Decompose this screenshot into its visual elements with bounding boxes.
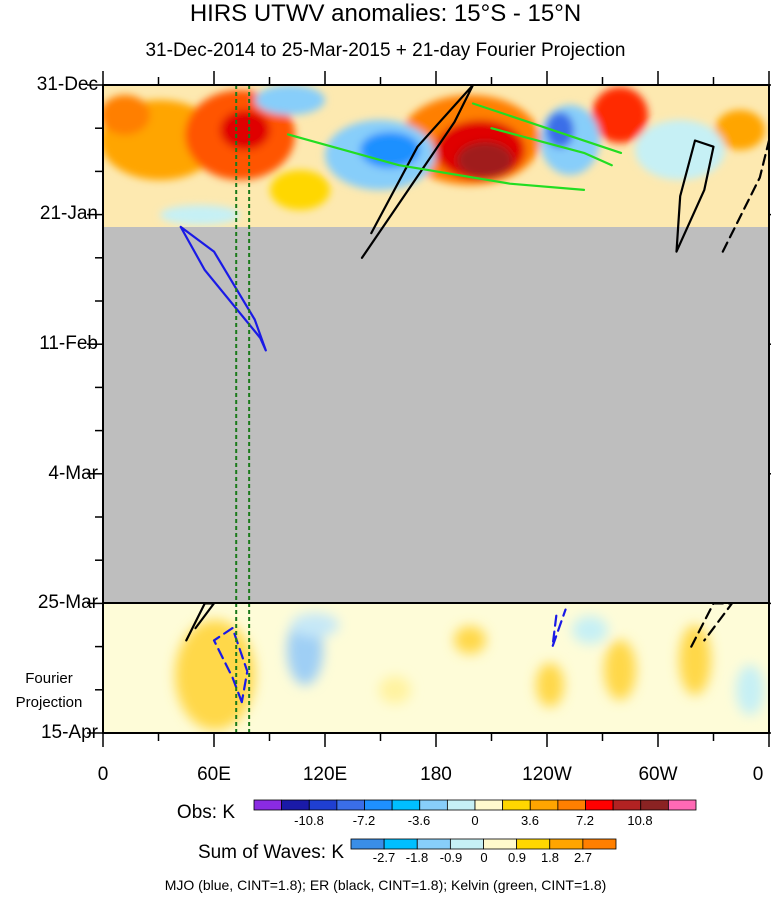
proj-warm-patch (604, 640, 636, 700)
waves-colorbar-label: Sum of Waves: K (197, 842, 344, 863)
obs-colorbar-tick: -3.6 (407, 813, 431, 828)
proj-warm-patch (175, 620, 255, 730)
y-tick-label: 31-Dec (36, 74, 98, 95)
proj-warm-patch (454, 626, 486, 654)
x-tick-label: 0 (752, 764, 764, 785)
chart-subtitle: 31-Dec-2014 to 25-Mar-2015 + 21-day Four… (145, 40, 626, 61)
waves-colorbar-tick: 0 (480, 850, 488, 865)
proj-cool-patch (736, 665, 764, 715)
x-tick-label: 120E (302, 764, 348, 785)
obs-colorbar-tick: 7.2 (575, 813, 595, 828)
x-tick-label: 60E (197, 764, 231, 785)
obs-warm-patch (220, 110, 270, 150)
proj-cool-patch (291, 613, 339, 637)
obs-colorbar-tick: 3.6 (520, 813, 540, 828)
waves-colorbar-tick: -0.9 (439, 850, 463, 865)
waves-colorbar-tick: -2.7 (372, 850, 396, 865)
kelvin-contour (471, 102, 623, 154)
proj-cool-patch (572, 616, 608, 644)
waves-colorbar-tick: 0.9 (507, 850, 527, 865)
y-tick-label: 15-Apr (40, 722, 98, 743)
mjo-contour (212, 627, 249, 704)
obs-cool-patch (635, 120, 725, 180)
obs-anomaly-field (103, 85, 765, 225)
waves-colorbar-tick: -1.8 (405, 850, 429, 865)
obs-colorbar-tick: -7.2 (352, 813, 376, 828)
obs-warm-patch (270, 170, 330, 210)
er-contour (675, 139, 715, 253)
projection-label: Projection (15, 694, 83, 711)
obs-colorbar-tick: -10.8 (294, 813, 324, 828)
obs-warm-patch (103, 95, 150, 135)
proj-warm-patch (536, 663, 564, 707)
projection-anomaly-field (175, 613, 764, 730)
proj-warm-patch (679, 625, 711, 695)
obs-colorbar-label: Obs: K (176, 802, 235, 823)
wave-contours (179, 85, 769, 704)
obs-colorbar-tick: 10.8 (627, 813, 653, 828)
x-tick-label: 60W (638, 764, 678, 785)
x-tick-label: 120W (522, 764, 572, 785)
fourier-label: Fourier (25, 670, 73, 687)
x-tick-label: 180 (420, 764, 452, 785)
waves-colorbar-tick: 2.7 (573, 850, 593, 865)
er-contour (360, 85, 475, 259)
missing-data-region (103, 227, 769, 603)
reference-longitudes (235, 85, 251, 733)
mjo-contour (179, 225, 267, 352)
obs-cool-patch (160, 205, 240, 225)
obs-warm-patch (592, 87, 648, 143)
waves-colorbar-tick: 1.8 (540, 850, 560, 865)
footer-legend: MJO (blue, CINT=1.8); ER (black, CINT=1.… (164, 877, 607, 893)
y-tick-label: 21-Jan (39, 203, 98, 224)
obs-cool-patch (255, 85, 325, 115)
y-tick-label: 4-Mar (48, 463, 98, 484)
er-contour (721, 139, 769, 253)
chart-title: HIRS UTWV anomalies: 15°S - 15°N (189, 0, 582, 27)
kelvin-contour (286, 133, 586, 191)
y-tick-label: 25-Mar (37, 592, 98, 613)
kelvin-contour (490, 127, 613, 167)
x-tick-label: 0 (97, 764, 109, 785)
obs-colorbar-tick: 0 (471, 813, 479, 828)
mjo-contour (551, 608, 567, 648)
y-tick-label: 11-Feb (39, 333, 98, 354)
obs-cool-patch (546, 112, 574, 148)
obs-warm-patch (715, 110, 765, 150)
obs-warm-patch (457, 142, 513, 178)
proj-warm-patch (379, 676, 411, 704)
